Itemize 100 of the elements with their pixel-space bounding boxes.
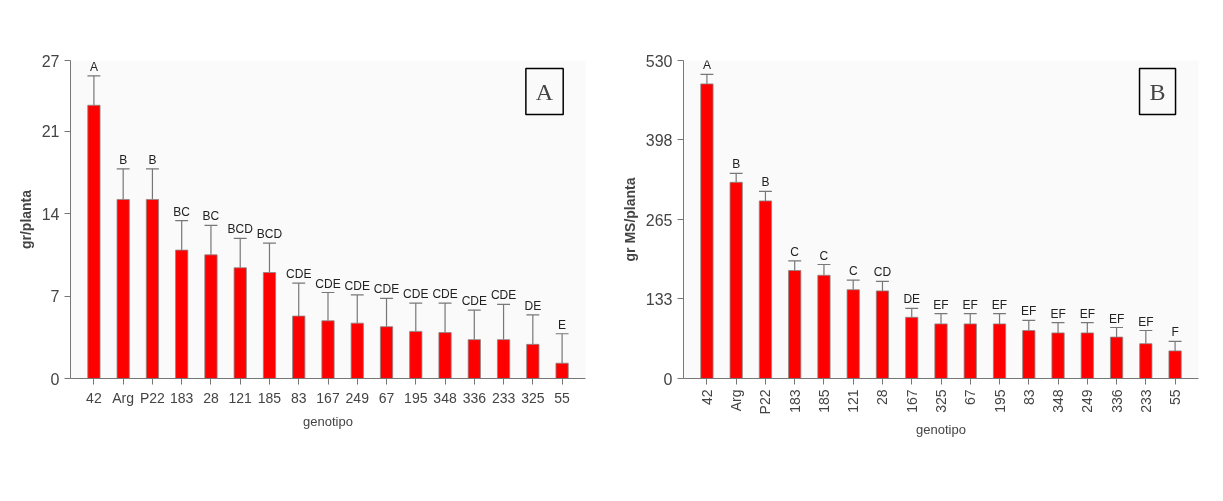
bar — [963, 323, 977, 379]
data-label: EF — [1108, 311, 1125, 326]
x-tick-label: 121 — [228, 389, 253, 406]
data-label: C — [848, 264, 858, 279]
y-tick-label: 7 — [50, 288, 60, 306]
data-label: EF — [933, 297, 949, 312]
bar — [262, 272, 277, 379]
data-label: B — [761, 175, 770, 190]
data-label: EF — [1079, 306, 1095, 321]
x-axis-title: genotipo — [303, 413, 353, 429]
bar — [729, 181, 743, 379]
x-tick-label: 183 — [170, 389, 194, 406]
data-label: CDE — [490, 288, 517, 303]
bar — [292, 315, 306, 379]
x-tick-label: 233 — [491, 389, 516, 406]
bar — [438, 332, 452, 379]
x-tick-label: 336 — [1108, 389, 1125, 413]
bar — [467, 339, 481, 379]
data-label: F — [1171, 325, 1179, 340]
bar — [817, 274, 831, 379]
x-tick-label: 67 — [378, 389, 395, 406]
data-label: EF — [1021, 304, 1037, 319]
x-tick-label: 325 — [521, 389, 545, 406]
y-tick-label: 0 — [50, 370, 60, 388]
x-tick-label: 67 — [962, 389, 979, 406]
x-tick-label: 336 — [462, 389, 487, 406]
data-label: EF — [1050, 306, 1066, 321]
bar — [700, 83, 714, 379]
x-tick-label: 249 — [1079, 389, 1096, 413]
y-tick-label: 265 — [645, 211, 673, 229]
data-label: C — [819, 248, 829, 263]
x-tick-label: 55 — [1167, 389, 1184, 406]
y-tick-label: 0 — [663, 370, 673, 388]
y-tick-label: 27 — [41, 52, 60, 70]
bar — [350, 322, 364, 379]
data-label: A — [89, 59, 98, 74]
bar — [1168, 350, 1182, 379]
data-label: A — [702, 58, 711, 73]
data-label: E — [558, 317, 567, 332]
bar — [116, 199, 130, 379]
x-tick-label: P22 — [757, 389, 774, 415]
x-tick-label: Arg — [112, 389, 135, 406]
x-tick-label: 348 — [1050, 389, 1067, 413]
data-label: B — [732, 157, 741, 172]
x-tick-label: 28 — [874, 389, 891, 406]
data-label: CDE — [344, 278, 370, 293]
bar — [87, 104, 101, 379]
y-tick-label: 133 — [645, 290, 673, 308]
data-label: DE — [524, 298, 542, 313]
data-label: CDE — [373, 282, 400, 297]
data-label: DE — [903, 292, 921, 307]
x-tick-label: P22 — [139, 389, 166, 406]
bar — [788, 270, 802, 379]
x-tick-label: 42 — [86, 389, 102, 406]
x-tick-label: 185 — [815, 389, 832, 413]
bar — [175, 249, 189, 379]
data-label: EF — [962, 297, 978, 312]
bar — [204, 254, 218, 379]
bar — [1139, 343, 1153, 379]
text: B — [1149, 78, 1166, 105]
x-tick-label: 83 — [1020, 389, 1037, 406]
x-tick-label: 195 — [404, 389, 428, 406]
data-label: B — [119, 152, 128, 167]
bar — [379, 326, 394, 379]
bar — [526, 343, 540, 379]
data-label: CD — [873, 265, 892, 280]
bar — [1110, 336, 1124, 379]
x-tick-label: 195 — [991, 389, 1008, 413]
x-tick-label: 83 — [290, 389, 307, 406]
bar — [758, 200, 772, 379]
data-label: EF — [1138, 314, 1154, 329]
x-tick-label: 325 — [933, 389, 949, 413]
bar — [555, 362, 569, 379]
x-tick-label: 233 — [1137, 389, 1154, 413]
x-axis-title: genotipo — [916, 422, 966, 438]
x-tick-label: 249 — [345, 389, 370, 406]
bar — [934, 323, 948, 379]
data-label: BCD — [256, 227, 283, 242]
x-tick-label: 28 — [203, 389, 219, 406]
bar — [1051, 332, 1065, 379]
y-axis-title: gr MS/planta — [621, 177, 638, 262]
x-tick-label: 348 — [433, 389, 457, 406]
y-tick-label: 14 — [41, 205, 60, 223]
x-tick-label: 167 — [316, 389, 340, 406]
data-label: BCD — [227, 222, 254, 237]
y-axis-title: gr/planta — [17, 189, 34, 250]
bar — [1080, 332, 1094, 379]
y-tick-label: 21 — [41, 123, 60, 141]
bar — [145, 199, 159, 379]
x-tick-label: 183 — [786, 389, 803, 413]
x-tick-label: 55 — [554, 389, 571, 406]
text: A — [535, 78, 554, 105]
x-tick-label: 167 — [903, 389, 920, 413]
bar — [497, 339, 511, 379]
data-label: C — [790, 244, 800, 259]
data-label: BC — [202, 209, 220, 224]
data-label: CDE — [403, 287, 429, 302]
data-label: EF — [991, 297, 1008, 312]
bar — [905, 316, 919, 379]
data-label: BC — [173, 204, 191, 219]
